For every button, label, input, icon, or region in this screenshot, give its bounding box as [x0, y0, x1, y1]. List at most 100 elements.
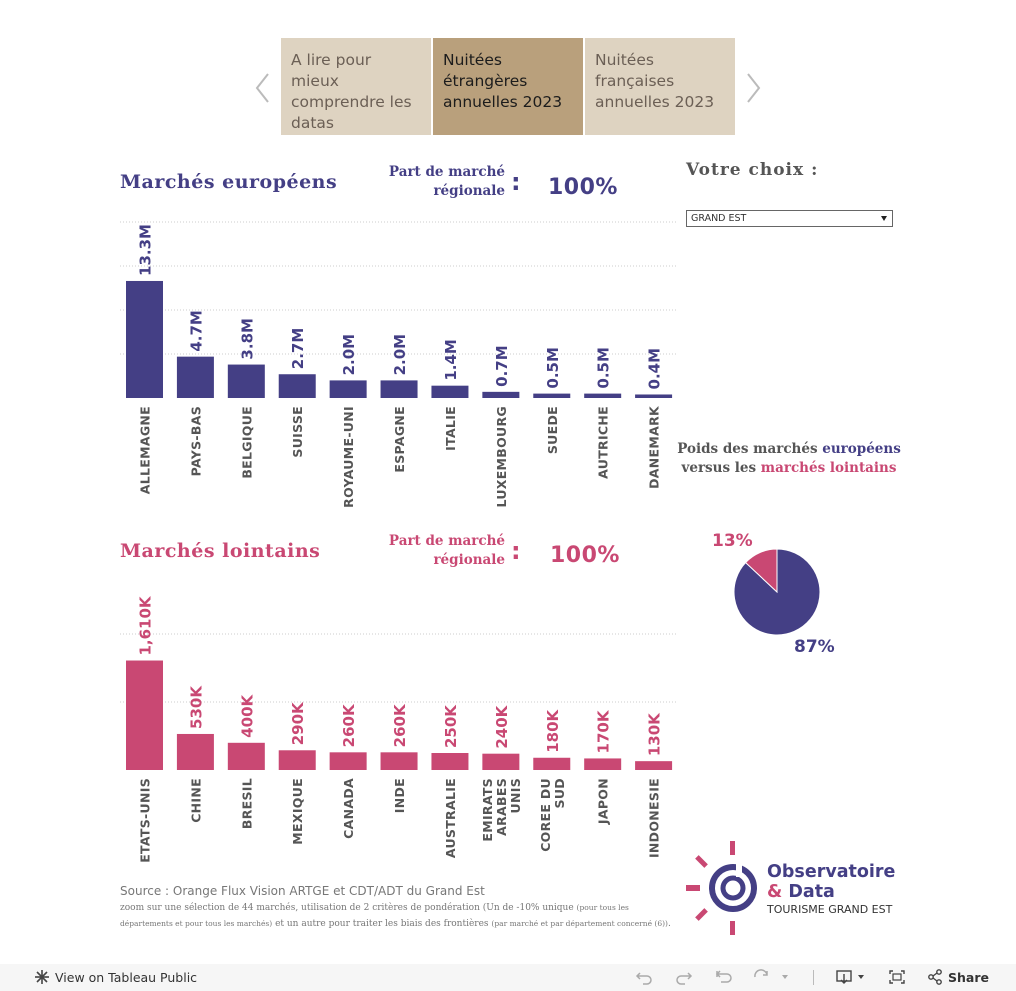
lointains-category-label: CANADA [341, 778, 356, 839]
previous-tab-arrow-icon[interactable] [252, 70, 274, 106]
lointains-bar-chart: 1,610K ETATS-UNIS 530K CHINE 400K BRESIL 290K M… [120, 595, 676, 863]
tab-a-lire[interactable]: A lire pour mieux comprendre les datas [281, 38, 431, 135]
europe-category-label: ALLEMAGNE [138, 406, 153, 494]
europe-part-label-line1: Part de marché [388, 164, 505, 180]
lointains-part-label-line2: régionale [433, 552, 505, 568]
europe-category-label: PAYS-BAS [188, 406, 203, 476]
lointains-bar[interactable] [278, 750, 316, 770]
tableau-logo-icon [35, 970, 49, 984]
lointains-value-label: 250K [442, 704, 460, 748]
lointains-bar[interactable] [176, 733, 214, 770]
lointains-value-label: 170K [595, 709, 613, 753]
view-on-tableau-link[interactable]: View on Tableau Public [55, 970, 198, 985]
europe-category-label: SUEDE [545, 406, 560, 454]
pie-label-europe: 87% [794, 637, 835, 657]
tableau-footer: View on Tableau Public Share [0, 964, 1016, 991]
charts-canvas: 13.3M ALLEMAGNE 4.7M PAYS-BAS 3.8M BELGIQUE 2.… [120, 221, 835, 863]
lointains-category-label: JAPON [596, 778, 611, 825]
pie-label-lointains: 13% [712, 531, 753, 551]
lointains-bar[interactable] [126, 660, 163, 770]
europe-value-label: 3.8M [238, 318, 256, 360]
share-icon[interactable] [927, 969, 943, 985]
logo-line1: Observatoire [767, 862, 896, 882]
europe-bar[interactable] [482, 391, 520, 398]
europe-bar[interactable] [533, 393, 571, 398]
europe-part-label: Part de marché régionale [370, 163, 505, 201]
europe-value-label: 0.5M [595, 347, 613, 389]
source-line3-c: (par marché et par département concerné … [491, 919, 668, 928]
europe-category-label: LUXEMBOURG [494, 406, 509, 507]
source-line2-b: (pour tous les [576, 903, 629, 912]
europe-value-label: 2.0M [340, 334, 358, 376]
europe-bar[interactable] [176, 356, 214, 398]
lointains-bar[interactable] [584, 758, 622, 770]
tab-nuitees-etrangeres[interactable]: Nuitées étrangères annuelles 2023 [433, 38, 583, 135]
logo-text: Observatoire & Data TOURISME GRAND EST [767, 862, 895, 917]
region-select[interactable]: GRAND EST [686, 210, 893, 227]
tab-nuitees-francaises[interactable]: Nuitées françaises annuelles 2023 [585, 38, 735, 135]
lointains-category-label: INDE [392, 778, 407, 813]
europe-value-label: 13.3M [137, 224, 155, 276]
lointains-bar[interactable] [380, 752, 418, 770]
lointains-bar[interactable] [329, 752, 367, 770]
europe-value-label: 0.5M [544, 347, 562, 389]
europe-bar[interactable] [635, 394, 673, 398]
fullscreen-icon[interactable] [888, 969, 906, 985]
lointains-category-label: BRESIL [239, 778, 254, 829]
lointains-value-label: 260K [340, 703, 358, 747]
europe-category-label: AUTRICHE [596, 406, 611, 479]
europe-bar[interactable] [227, 364, 265, 398]
undo-icon[interactable] [635, 969, 653, 985]
pie-slice-lointains[interactable] [744, 548, 778, 594]
lointains-category-label: CHINE [188, 778, 203, 823]
logo-line2: Data [782, 882, 835, 902]
europe-bar-chart: 13.3M ALLEMAGNE 4.7M PAYS-BAS 3.8M BELGIQUE 2.… [120, 221, 676, 508]
observatoire-logo-icon [686, 841, 757, 935]
lointains-value-label: 260K [391, 703, 409, 747]
revert-icon[interactable] [715, 969, 733, 985]
pie-chart: 13% 87% [712, 531, 835, 657]
poids-line2-a: versus les [681, 460, 761, 476]
choice-title: Votre choix : [686, 160, 819, 180]
europe-bar[interactable] [278, 374, 316, 398]
lointains-bar[interactable] [533, 757, 571, 770]
poids-line1-b: européens [822, 441, 901, 457]
lointains-bar[interactable] [482, 753, 520, 770]
source-note: zoom sur une sélection de 44 marchés, ut… [120, 900, 680, 932]
lointains-value-label: 180K [544, 708, 562, 752]
europe-bar[interactable] [431, 385, 469, 398]
refresh-icon[interactable] [752, 969, 792, 985]
europe-value-label: 0.4M [646, 348, 664, 390]
europe-value-label: 2.7M [289, 328, 307, 370]
footer-divider [813, 970, 814, 985]
lointains-category-label: COREE DU [538, 778, 553, 852]
europe-bar[interactable] [380, 380, 418, 398]
share-button[interactable]: Share [948, 970, 989, 985]
source-line2-a: zoom sur une sélection de 44 marchés, ut… [120, 903, 577, 913]
next-tab-arrow-icon[interactable] [742, 70, 764, 106]
europe-value-label: 0.7M [493, 345, 511, 387]
lointains-value-label: 290K [289, 701, 307, 745]
lointains-category-label: SUD [552, 778, 567, 808]
europe-part-value: 100% [548, 175, 618, 200]
lointains-category-label: UNIS [508, 778, 523, 813]
redo-icon[interactable] [675, 969, 693, 985]
europe-value-label: 2.0M [391, 334, 409, 376]
lointains-part-label: Part de marché régionale [370, 532, 505, 570]
lointains-category-label: ARABES [494, 778, 509, 836]
poids-line1-a: Poids des marchés [677, 441, 823, 457]
lointains-bar[interactable] [431, 753, 469, 770]
europe-category-label: ESPAGNE [392, 406, 407, 473]
download-icon[interactable] [836, 969, 868, 985]
europe-bar[interactable] [584, 393, 622, 398]
europe-category-label: ITALIE [443, 406, 458, 451]
lointains-bar[interactable] [227, 742, 265, 770]
europe-category-label: BELGIQUE [239, 406, 254, 479]
lointains-bar[interactable] [635, 761, 673, 770]
lointains-category-label: INDONESIE [647, 778, 662, 858]
europe-value-label: 4.7M [187, 310, 205, 352]
lointains-category-label: MEXIQUE [290, 778, 305, 845]
lointains-part-label-line1: Part de marché [388, 533, 505, 549]
europe-bar[interactable] [126, 280, 163, 398]
europe-bar[interactable] [329, 380, 367, 398]
